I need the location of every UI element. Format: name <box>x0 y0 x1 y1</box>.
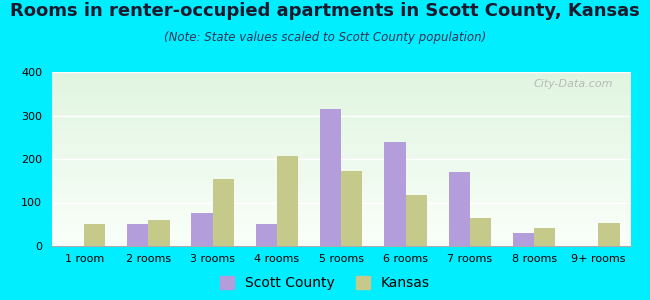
Text: Rooms in renter-occupied apartments in Scott County, Kansas: Rooms in renter-occupied apartments in S… <box>10 2 640 20</box>
Bar <box>448 172 470 246</box>
Bar <box>384 142 406 246</box>
Bar <box>341 171 363 246</box>
Bar <box>599 224 619 246</box>
Bar <box>320 109 341 246</box>
Bar <box>406 195 427 246</box>
Bar <box>534 228 555 246</box>
Text: City-Data.com: City-Data.com <box>534 79 613 89</box>
Legend: Scott County, Kansas: Scott County, Kansas <box>220 276 430 290</box>
Bar <box>84 224 105 246</box>
Bar <box>513 233 534 246</box>
Bar <box>192 213 213 246</box>
Bar <box>213 178 234 246</box>
Text: (Note: State values scaled to Scott County population): (Note: State values scaled to Scott Coun… <box>164 32 486 44</box>
Bar <box>255 224 277 246</box>
Bar <box>277 156 298 246</box>
Bar <box>127 224 148 246</box>
Bar <box>148 220 170 246</box>
Bar <box>470 218 491 246</box>
